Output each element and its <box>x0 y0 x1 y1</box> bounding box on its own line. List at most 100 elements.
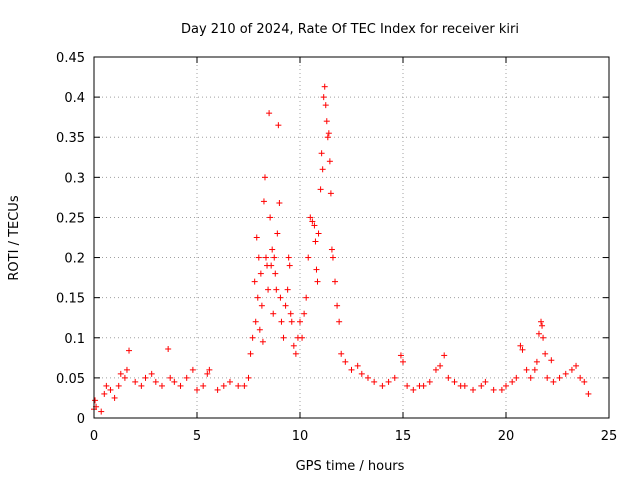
data-point <box>329 254 336 261</box>
data-point <box>204 370 211 377</box>
data-point <box>263 254 270 261</box>
data-point <box>249 334 256 341</box>
data-point <box>273 286 280 293</box>
data-point <box>261 174 268 181</box>
data-point <box>274 230 281 237</box>
data-point <box>461 382 468 389</box>
data-point <box>517 342 524 349</box>
y-tick-label: 0.35 <box>56 131 85 146</box>
data-point <box>509 378 516 385</box>
y-tick-label: 0.4 <box>64 91 85 106</box>
data-point <box>332 278 339 285</box>
data-point <box>272 270 279 277</box>
data-point <box>338 350 345 357</box>
data-point <box>326 158 333 165</box>
data-point <box>255 254 262 261</box>
data-point <box>271 254 278 261</box>
data-point <box>258 302 265 309</box>
data-point <box>270 310 277 317</box>
data-point <box>319 166 326 173</box>
data-point <box>451 378 458 385</box>
data-point <box>314 278 321 285</box>
data-point <box>111 394 118 401</box>
data-point <box>123 366 130 373</box>
data-point <box>318 150 325 157</box>
data-point <box>183 374 190 381</box>
data-point <box>251 278 258 285</box>
data-point <box>260 198 267 205</box>
data-point <box>503 382 509 389</box>
data-point <box>269 246 276 253</box>
y-tick-label: 0.1 <box>64 332 85 347</box>
x-axis-ticks: 0 5 10 15 20 25 <box>90 57 617 444</box>
data-point <box>158 382 165 389</box>
data-point <box>307 214 314 221</box>
data-point <box>445 374 452 381</box>
data-point <box>266 110 273 117</box>
data-point <box>556 374 563 381</box>
data-point <box>311 222 318 229</box>
y-tick-label: 0 <box>77 412 85 427</box>
data-point <box>257 270 264 277</box>
data-point <box>542 350 549 357</box>
data-point <box>513 374 520 381</box>
data-point <box>280 334 287 341</box>
data-point <box>317 186 324 193</box>
data-point <box>379 382 386 389</box>
data-point <box>391 374 398 381</box>
data-point <box>437 362 444 369</box>
data-point <box>312 238 319 245</box>
data-point <box>101 390 108 397</box>
y-tick-label: 0.3 <box>64 171 85 186</box>
data-point <box>148 370 155 377</box>
data-point <box>364 374 371 381</box>
data-point <box>165 346 172 353</box>
data-point <box>328 246 335 253</box>
data-point <box>220 382 227 389</box>
data-point <box>334 302 341 309</box>
data-point <box>285 254 292 261</box>
y-tick-label: 0.15 <box>56 292 85 307</box>
data-point <box>92 397 99 404</box>
data-point <box>531 366 538 373</box>
data-point <box>585 390 592 397</box>
data-point <box>305 254 312 261</box>
data-point <box>400 358 406 365</box>
data-point <box>138 382 145 389</box>
data-point <box>297 318 303 325</box>
x-tick-label: 10 <box>292 429 309 444</box>
data-point <box>527 374 534 381</box>
data-point <box>498 386 505 393</box>
grid-lines <box>94 57 609 418</box>
data-point <box>194 386 200 393</box>
data-point <box>568 366 575 373</box>
data-point <box>299 334 306 341</box>
data-point <box>371 378 378 385</box>
data-point <box>98 408 105 415</box>
data-point <box>287 310 294 317</box>
data-point <box>121 374 128 381</box>
data-point <box>241 382 248 389</box>
data-point <box>354 362 361 369</box>
plot-frame <box>93 56 610 419</box>
data-point <box>259 338 266 345</box>
data-point <box>538 318 545 325</box>
data-point <box>252 318 259 325</box>
data-point <box>315 230 322 237</box>
data-point <box>171 378 178 385</box>
data-point <box>342 358 349 365</box>
data-point <box>324 134 331 141</box>
data-point <box>478 382 485 389</box>
data-point <box>256 326 263 333</box>
data-point <box>103 382 110 389</box>
data-point <box>358 370 365 377</box>
data-point <box>548 357 555 364</box>
data-point <box>177 382 184 389</box>
y-tick-label: 0.2 <box>64 252 85 267</box>
data-point <box>152 378 159 385</box>
data-point <box>562 370 569 377</box>
x-tick-label: 15 <box>395 429 412 444</box>
data-point <box>544 374 551 381</box>
x-tick-label: 5 <box>193 429 201 444</box>
data-point <box>309 218 316 225</box>
